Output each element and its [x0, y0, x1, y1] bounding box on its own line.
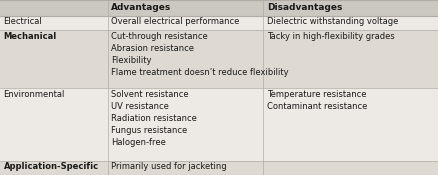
Bar [0, 30, 438, 88]
Text: Primarily used for jacketing: Primarily used for jacketing [111, 162, 226, 171]
Text: Solvent resistance
UV resistance
Radiation resistance
Fungus resistance
Halogen-: Solvent resistance UV resistance Radiati… [111, 90, 197, 147]
Text: Overall electrical performance: Overall electrical performance [111, 17, 239, 26]
Text: Mechanical: Mechanical [4, 32, 57, 41]
Text: Advantages: Advantages [111, 4, 171, 12]
Bar [0, 88, 438, 160]
Text: Cut-through resistance
Abrasion resistance
Flexibility
Flame treatment doesn’t r: Cut-through resistance Abrasion resistan… [111, 32, 288, 77]
Bar [0, 16, 438, 30]
Text: Dielectric withstanding voltage: Dielectric withstanding voltage [266, 17, 397, 26]
Text: Electrical: Electrical [4, 17, 42, 26]
Bar [0, 160, 438, 175]
Text: Disadvantages: Disadvantages [266, 4, 342, 12]
Bar [0, 0, 438, 16]
Text: Environmental: Environmental [4, 90, 65, 99]
Text: Tacky in high-flexibility grades: Tacky in high-flexibility grades [266, 32, 394, 41]
Text: Temperature resistance
Contaminant resistance: Temperature resistance Contaminant resis… [266, 90, 367, 111]
Text: Application-Specific: Application-Specific [4, 162, 99, 171]
